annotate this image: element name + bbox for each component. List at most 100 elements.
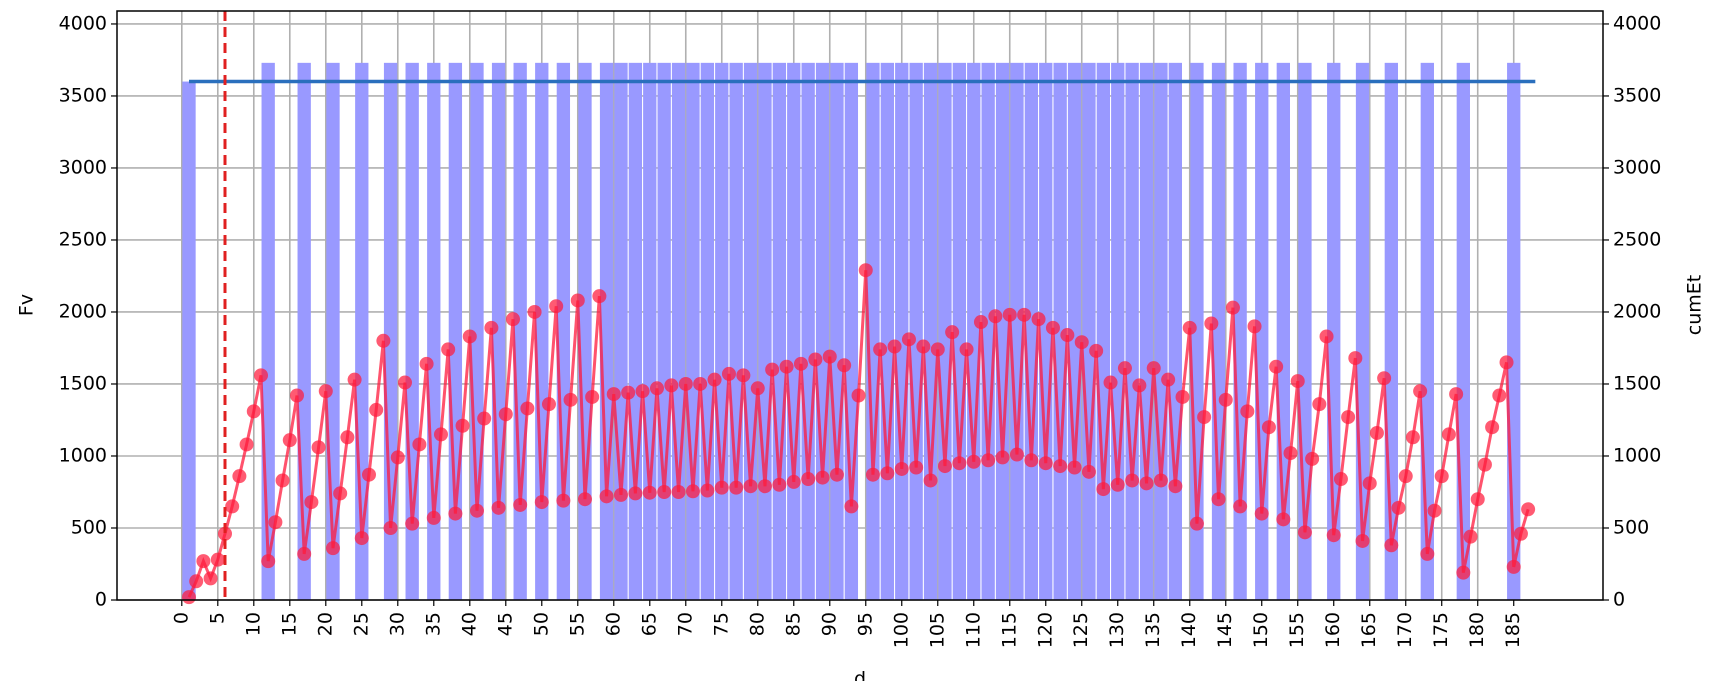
x-tick-label: 100 <box>890 612 912 648</box>
marker <box>1089 343 1104 358</box>
marker <box>1477 457 1492 472</box>
marker <box>1132 378 1147 393</box>
bar <box>628 62 643 601</box>
y-tick-label: 4000 <box>59 12 107 34</box>
marker <box>873 342 888 357</box>
bar <box>758 62 772 601</box>
marker <box>750 381 765 396</box>
bar <box>535 62 549 601</box>
data <box>181 11 1536 605</box>
marker <box>1211 492 1226 507</box>
marker <box>1139 476 1154 491</box>
marker <box>1247 319 1262 334</box>
axes: 0 5 10 15 20 25 30 35 40 45 50 55 60 65 70 75 80 85 90 95 10… <box>59 10 1661 648</box>
bar <box>556 62 571 601</box>
marker <box>203 571 218 586</box>
marker <box>1117 361 1132 376</box>
marker <box>1290 374 1305 389</box>
marker <box>1449 387 1464 402</box>
y-tick-label: 2500 <box>59 228 107 250</box>
marker <box>1420 546 1435 561</box>
marker <box>714 480 729 495</box>
marker <box>743 479 758 494</box>
bar <box>787 62 801 601</box>
marker <box>405 516 420 531</box>
bar <box>671 62 686 601</box>
y2-tick-label: 3500 <box>1613 84 1661 106</box>
marker <box>815 470 830 485</box>
marker <box>1017 307 1032 322</box>
marker <box>981 453 996 468</box>
marker <box>1470 492 1485 507</box>
x-tick-label: 15 <box>278 612 300 636</box>
bar <box>1111 62 1125 601</box>
marker <box>527 304 542 319</box>
bar <box>686 62 700 601</box>
plot-frame <box>116 10 1604 601</box>
marker <box>1204 316 1219 331</box>
marker <box>685 484 700 499</box>
y-tick-label: 3000 <box>59 156 107 178</box>
marker <box>1513 526 1528 541</box>
marker <box>239 437 254 452</box>
marker <box>1326 528 1341 543</box>
marker <box>455 418 470 433</box>
marker <box>390 450 405 465</box>
marker <box>995 450 1010 465</box>
x-tick-label: 45 <box>494 612 516 636</box>
marker <box>556 493 571 508</box>
marker <box>1391 500 1406 515</box>
marker <box>484 320 499 335</box>
bar <box>1168 62 1183 601</box>
y2-tick-label: 0 <box>1613 589 1625 611</box>
bar <box>729 62 743 601</box>
y2-axis-label: cumEt <box>1684 275 1706 335</box>
bar <box>1096 62 1111 601</box>
x-tick-label: 40 <box>458 612 480 636</box>
bar <box>1024 62 1039 601</box>
marker <box>1283 446 1298 461</box>
marker <box>253 368 268 383</box>
marker <box>628 486 643 501</box>
bar <box>981 62 995 601</box>
marker <box>354 531 369 546</box>
marker <box>793 356 808 371</box>
marker <box>1369 425 1384 440</box>
x-tick-label: 10 <box>242 612 264 636</box>
marker <box>1348 351 1363 366</box>
marker <box>1269 359 1284 374</box>
x-tick-label: 115 <box>998 612 1020 648</box>
marker <box>577 492 592 507</box>
marker <box>1456 565 1471 580</box>
x-tick-label: 65 <box>638 612 660 636</box>
marker <box>613 487 628 502</box>
marker <box>1110 477 1125 492</box>
marker <box>1276 512 1291 527</box>
bar <box>995 62 1010 601</box>
marker <box>1441 427 1456 442</box>
bar <box>880 62 895 601</box>
marker <box>534 495 549 510</box>
bar <box>1507 62 1521 601</box>
marker <box>1398 469 1413 484</box>
marker <box>297 546 312 561</box>
bar <box>657 62 671 601</box>
x-tick-label: 155 <box>1286 612 1308 648</box>
bar <box>1456 62 1470 601</box>
x-tick-label: 130 <box>1106 612 1128 648</box>
marker <box>937 459 952 474</box>
x-tick-label: 20 <box>314 612 336 636</box>
bar <box>967 62 981 601</box>
marker <box>1175 389 1190 404</box>
marker <box>189 574 204 589</box>
bar <box>909 62 923 601</box>
marker <box>520 401 535 416</box>
x-tick-label: 170 <box>1394 612 1416 648</box>
marker <box>635 384 650 399</box>
marker <box>945 325 960 340</box>
x-tick-label: 175 <box>1430 612 1452 648</box>
marker <box>1463 529 1478 544</box>
y2-tick-label: 2500 <box>1613 228 1661 250</box>
marker <box>1182 320 1197 335</box>
marker <box>851 388 866 403</box>
